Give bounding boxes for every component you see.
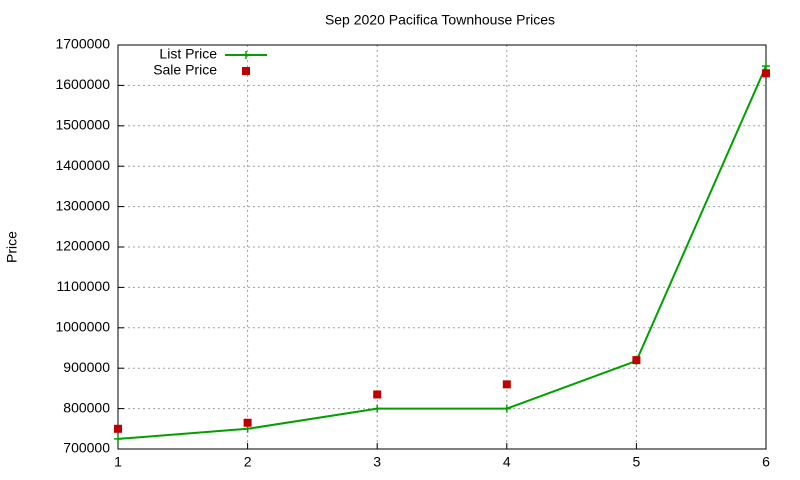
point-marker [632,356,641,365]
x-tick-label: 1 [114,454,122,470]
y-tick-label: 1100000 [57,278,111,294]
plot-border [117,44,767,450]
y-tick-label: 800000 [63,399,110,415]
point-marker [373,404,382,413]
chart-title: Sep 2020 Pacifica Townhouse Prices [325,12,555,28]
y-tick-label: 1500000 [55,117,110,133]
x-tick-label: 6 [762,454,770,470]
point-marker [114,424,122,433]
series-line [117,65,767,440]
x-tick-label: 4 [503,454,511,470]
y-axis-label: Price [4,231,20,263]
point-marker [502,404,511,413]
y-tick-label: 900000 [63,359,110,375]
y-tick-label: 1600000 [55,76,110,92]
legend-label: List Price [159,46,217,62]
legend-label: Sale Price [153,62,217,78]
point-marker [114,434,122,443]
y-tick-label: 1200000 [55,238,110,254]
y-tick-label: 1300000 [55,197,110,213]
y-tick-label: 700000 [63,440,110,456]
point-marker [243,418,252,427]
point-marker [762,62,770,71]
x-tick-label: 3 [373,454,381,470]
y-tick-label: 1400000 [55,157,110,173]
legend-swatch [242,51,250,59]
legend-swatch [242,67,250,75]
y-tick-label: 1000000 [55,319,110,335]
x-tick-label: 5 [633,454,641,470]
y-tick-label: 1700000 [55,36,110,52]
point-marker [373,390,382,399]
point-marker [502,380,511,389]
x-tick-label: 2 [244,454,252,470]
point-marker [762,69,770,78]
